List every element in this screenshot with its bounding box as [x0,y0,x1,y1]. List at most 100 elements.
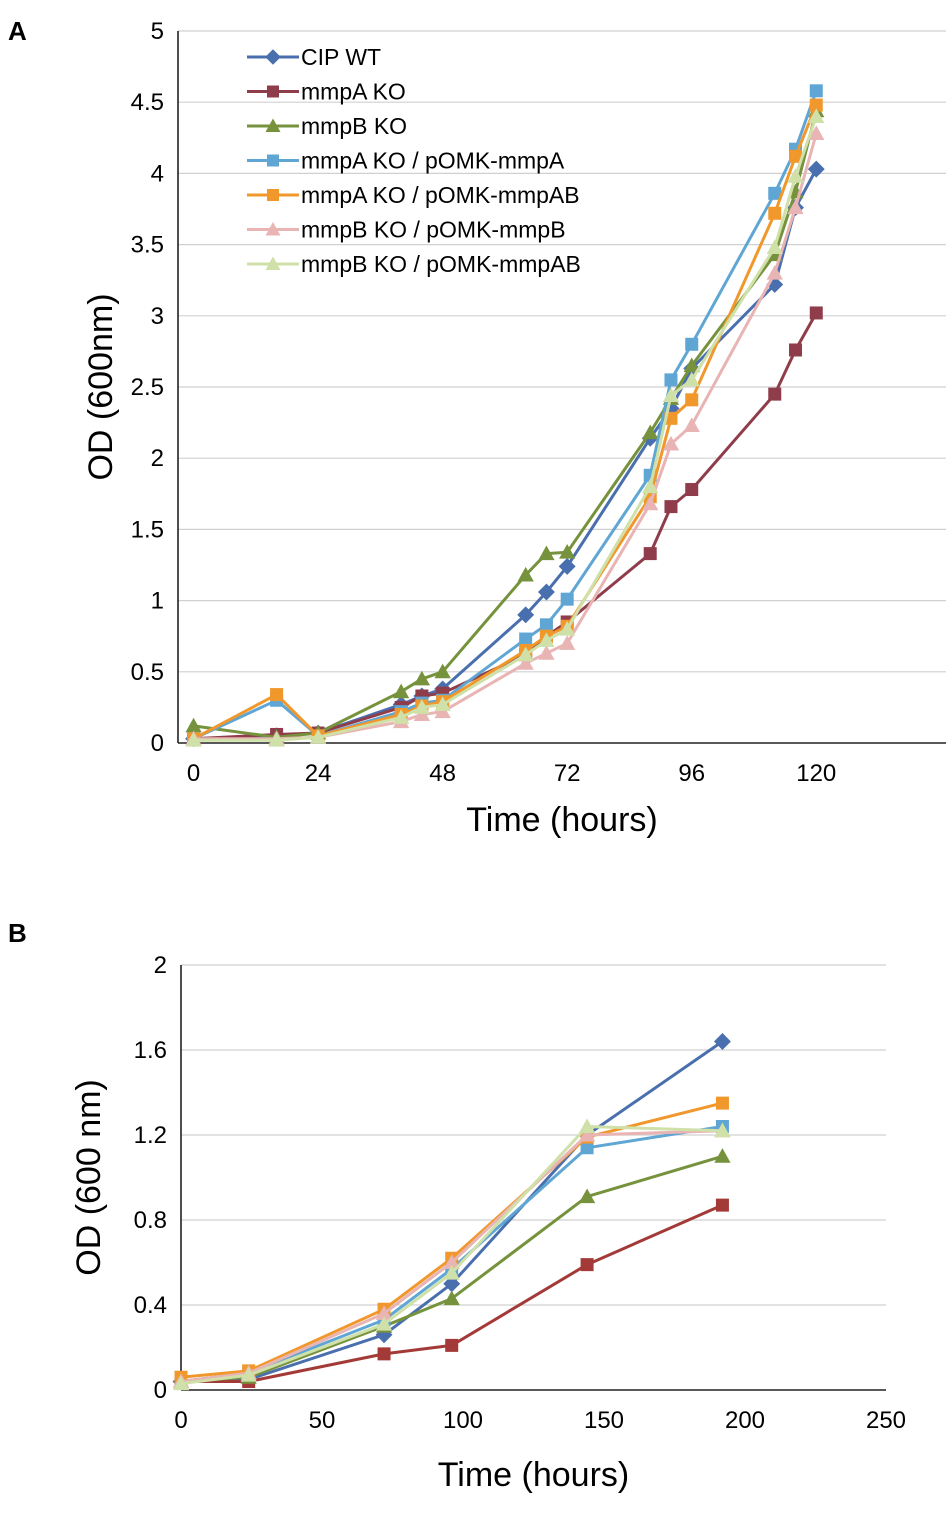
data-point [642,495,659,511]
data-point [809,98,823,112]
y-tick-label: 3.5 [131,232,164,259]
y-axis-title: OD (600nm) [82,293,120,480]
data-point [172,1375,190,1391]
data-point [578,1118,596,1133]
series-line [180,1129,723,1383]
data-point [809,84,823,98]
data-point [787,168,804,183]
series-mmpb-ko-pomk-mmpab [185,108,825,747]
data-point [685,393,699,407]
series-line [193,115,818,742]
data-point [377,1347,391,1361]
data-point [715,1096,729,1110]
data-point [768,387,782,401]
data-point [808,125,825,141]
legend-marker [265,49,281,65]
data-point [642,478,659,494]
data-point [683,357,700,373]
data-point [662,387,680,403]
data-point [809,306,823,320]
y-tick-label: 2.5 [131,374,164,401]
chart-b: 0 0.4 0.8 1.2 1.6 2 0 50 100 150 200 250 Time (hours… [70,952,906,1494]
data-point [375,1316,393,1331]
data-point [766,276,784,293]
x-tick-label: 120 [796,760,836,787]
data-point [517,655,534,670]
data-point [268,732,285,747]
data-point [537,583,555,601]
data-point [685,337,699,351]
data-point [270,688,284,702]
y-tick-label: 2 [154,952,167,979]
series-cip-wt [185,160,825,748]
legend-label: mmpB KO [301,113,407,139]
data-point [560,592,574,606]
data-point [578,1126,596,1142]
data-point [375,1305,393,1320]
y-tick-label: 2 [151,445,164,472]
data-point [787,199,804,215]
series-line [180,1040,724,1383]
chart-a: 0 0.5 1 1.5 2 2.5 3 3.5 4 4.5 5 0 24 48 72 96 120 Time (h… [82,18,946,839]
data-point [714,1148,731,1163]
data-point [662,399,680,417]
x-tick-label: 50 [309,1407,336,1434]
y-tick-label: 1.5 [131,516,164,543]
data-point [715,1198,729,1212]
data-point [185,717,202,733]
legend-label: mmpB KO / pOMK-mmpAB [301,251,581,277]
data-point [664,500,678,514]
y-tick-label: 4 [151,160,164,187]
series-line [180,1125,723,1386]
y-axis-title: OD (600 nm) [70,1079,108,1276]
x-tick-label: 150 [584,1407,624,1434]
data-point [434,663,451,679]
data-point [445,1338,459,1352]
series-line [180,1101,723,1379]
data-point [664,373,678,387]
data-point [766,239,783,254]
data-point [580,1141,594,1155]
x-tick-label: 72 [554,760,581,787]
y-tick-label: 0.4 [134,1292,167,1319]
x-tick-label: 200 [725,1407,765,1434]
legend-label: mmpA KO [301,79,406,105]
data-point [517,606,535,624]
legend-label: mmpA KO / pOMK-mmpA [301,148,565,174]
series-line [181,1203,724,1383]
data-point [517,566,534,582]
data-point [789,149,803,163]
data-point [559,635,576,650]
legend-label: mmpB KO / pOMK-mmpB [301,217,566,243]
data-point [559,620,576,636]
data-point [683,371,700,387]
data-point [768,186,782,200]
legend-label: CIP WT [301,44,381,70]
panel-a-label: A [8,16,27,46]
y-tick-label: 5 [151,18,164,45]
legend-marker [265,222,281,236]
data-point [558,557,576,575]
y-tick-label: 3 [151,303,164,330]
data-point [714,1122,731,1138]
data-point [578,1188,596,1204]
data-point [240,1367,257,1382]
data-point [538,645,555,660]
data-point [683,417,700,432]
data-point [662,435,680,451]
data-point [538,632,555,647]
y-tick-label: 0 [154,1377,167,1404]
y-tick-label: 0 [151,730,164,757]
data-point [443,1254,460,1269]
y-tick-label: 0.5 [131,659,164,686]
data-point [685,483,699,497]
x-tick-label: 100 [443,1407,483,1434]
legend-marker [265,256,281,270]
data-point [580,1258,594,1272]
data-point [413,699,431,714]
data-point [393,709,410,724]
series-cip-wt [172,1033,731,1390]
data-point [519,632,533,646]
series-mmpb-ko-pomk-mmpab [172,1118,731,1391]
